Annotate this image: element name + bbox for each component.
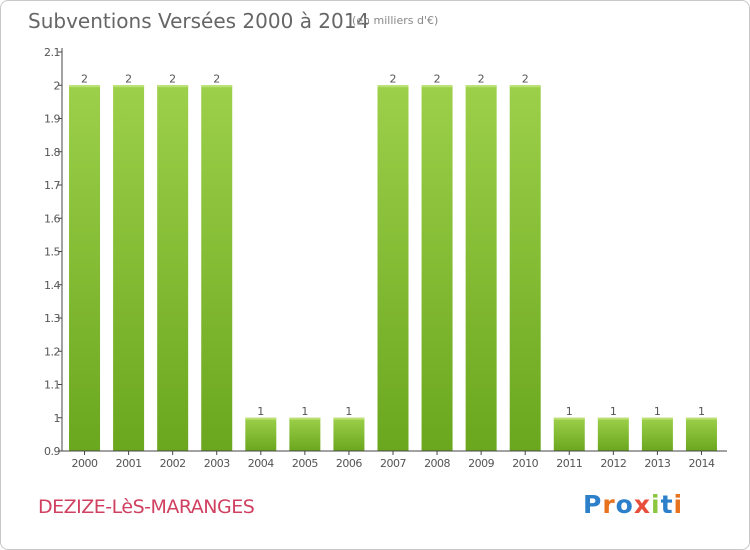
x-tick-label: 2010 [512, 457, 538, 470]
bar-value-label: 2 [213, 72, 220, 85]
proxiti-logo: Proxiti [583, 490, 683, 519]
logo-letter: t [660, 490, 674, 519]
bar-value-label: 1 [698, 405, 705, 418]
bar-top-edge [113, 85, 145, 88]
bar [201, 85, 233, 451]
bar [641, 417, 673, 451]
logo-letter: x [633, 490, 651, 519]
bar [157, 85, 189, 451]
bar [113, 85, 145, 451]
x-tick-label: 2005 [292, 457, 318, 470]
x-tick-label: 2007 [380, 457, 406, 470]
bar-top-edge [245, 417, 277, 420]
bar-top-edge [685, 417, 717, 420]
bar-top-edge [465, 85, 497, 88]
bar-top-edge [333, 417, 365, 420]
bar-value-label: 2 [434, 72, 441, 85]
bar [245, 417, 277, 451]
y-tick-label: 1.1 [44, 379, 60, 392]
bar-value-label: 1 [257, 405, 264, 418]
bar-top-edge [201, 85, 233, 88]
bar-top-edge [553, 417, 585, 420]
bar-top-edge [157, 85, 189, 88]
bar-top-edge [377, 85, 409, 88]
unit-note: (en milliers d'€) [352, 14, 439, 27]
bar-value-label: 2 [522, 72, 529, 85]
y-tick-label: 1.3 [44, 312, 60, 325]
bar-value-label: 1 [345, 405, 352, 418]
bar-value-label: 2 [81, 72, 88, 85]
y-tick-label: 1.4 [44, 279, 60, 292]
y-tick-label: 1.6 [44, 212, 60, 225]
bar-top-edge [597, 417, 629, 420]
x-tick-label: 2009 [468, 457, 494, 470]
bar-value-label: 2 [125, 72, 132, 85]
bar [333, 417, 365, 451]
logo-letter: r [602, 490, 616, 519]
bar-value-label: 2 [390, 72, 397, 85]
bar [421, 85, 453, 451]
x-tick-label: 2004 [248, 457, 274, 470]
y-tick-label: 2.1 [44, 46, 60, 59]
x-tick-label: 2014 [688, 457, 714, 470]
bar-value-label: 2 [478, 72, 485, 85]
bar-top-edge [289, 417, 321, 420]
y-tick-label: 1.2 [44, 345, 60, 358]
y-tick-label: 1 [54, 412, 61, 425]
x-tick-label: 2003 [204, 457, 230, 470]
logo-letter: i [651, 490, 661, 519]
x-tick-label: 2011 [556, 457, 582, 470]
bar [289, 417, 321, 451]
x-tick-label: 2000 [72, 457, 98, 470]
y-tick-label: 1.9 [44, 113, 60, 126]
commune-name: DEZIZE-LèS-MARANGES [38, 496, 255, 518]
y-tick-label: 1.5 [44, 246, 60, 259]
x-tick-label: 2008 [424, 457, 450, 470]
bar-value-label: 1 [566, 405, 573, 418]
bar-value-label: 1 [610, 405, 617, 418]
logo-letter: o [615, 490, 634, 519]
y-tick-label: 2 [54, 79, 61, 92]
bar [69, 85, 101, 451]
x-tick-label: 2002 [160, 457, 186, 470]
bar [685, 417, 717, 451]
x-tick-label: 2006 [336, 457, 362, 470]
bar-top-edge [641, 417, 673, 420]
x-tick-label: 2001 [116, 457, 142, 470]
logo-letter: i [673, 490, 684, 519]
logo-letter: P [583, 490, 603, 519]
bar-top-edge [421, 85, 453, 88]
bar [509, 85, 541, 451]
bar-value-label: 2 [169, 72, 176, 85]
bar [553, 417, 585, 451]
y-tick-label: 1.7 [44, 179, 60, 192]
bar-top-edge [509, 85, 541, 88]
chart-title: Subventions Versées 2000 à 2014 [28, 9, 370, 33]
y-tick-label: 1.8 [44, 146, 60, 159]
bar-top-edge [69, 85, 101, 88]
bar-value-label: 1 [301, 405, 308, 418]
bar-value-label: 1 [654, 405, 661, 418]
bar [597, 417, 629, 451]
x-tick-label: 2012 [600, 457, 626, 470]
bar [377, 85, 409, 451]
y-tick-label: 0.9 [44, 445, 60, 458]
x-tick-label: 2013 [644, 457, 670, 470]
bar [465, 85, 497, 451]
